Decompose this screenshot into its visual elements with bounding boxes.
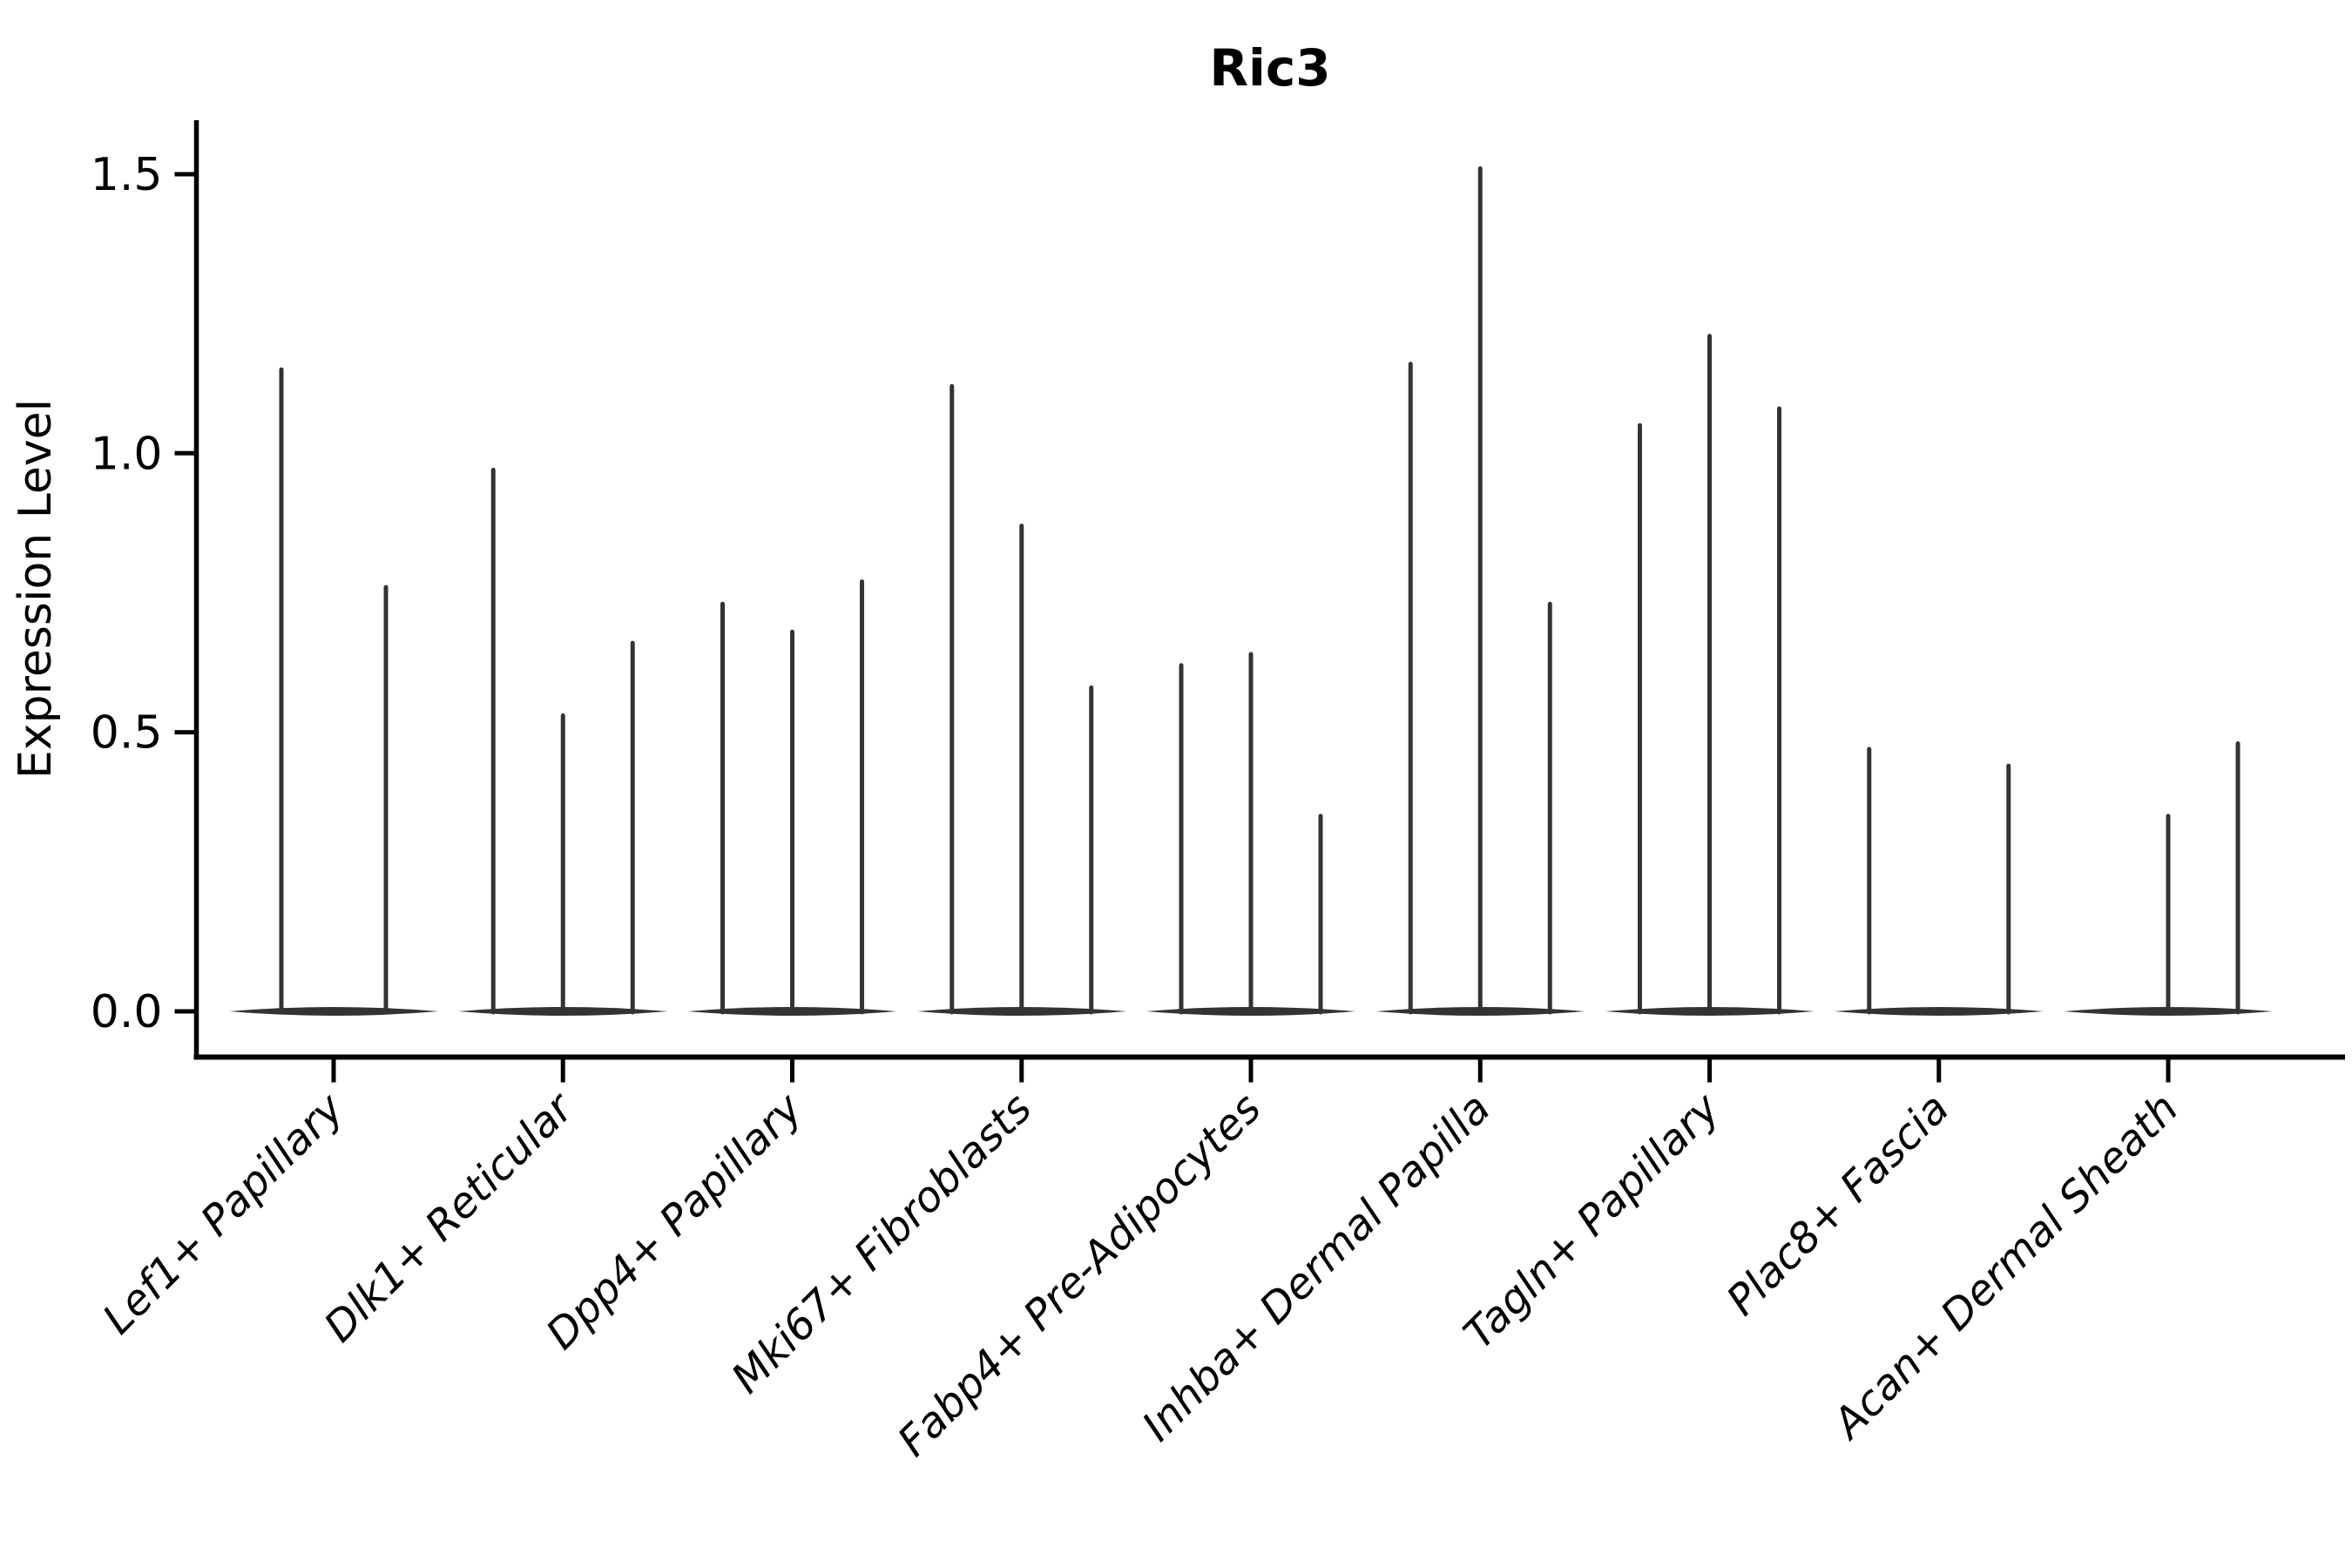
x-tick-label: Fabp4+ Pre-Adipocytes [889, 1084, 1271, 1466]
violin-2 [458, 468, 668, 1016]
violin-3 [687, 579, 897, 1016]
violin-body [1834, 1007, 2044, 1016]
y-tick-label: 0.5 [91, 707, 163, 760]
y-tick-label: 1.5 [91, 149, 163, 201]
violin-1 [229, 367, 438, 1016]
violin-7 [1605, 334, 1815, 1016]
violin-4 [916, 383, 1126, 1016]
axes-group [174, 120, 2345, 1083]
violin-8 [1834, 747, 2044, 1016]
chart-title: Ric3 [1209, 38, 1330, 98]
x-tick-label: Dpp4+ Papillary [537, 1084, 812, 1359]
violin-5 [1146, 652, 1355, 1016]
x-tick-label: Lef1+ Papillary [93, 1084, 354, 1344]
x-tick-label: Tagln+ Papillary [1455, 1084, 1730, 1359]
y-tick-label: 1.0 [91, 428, 163, 480]
violin-6 [1375, 166, 1585, 1016]
x-tick-label: Dlk1+ Reticular [315, 1082, 585, 1352]
x-tick-label: Plac8+ Fascia [1718, 1084, 1959, 1325]
y-axis-label: Expression Level [10, 399, 62, 779]
y-tick-label: 0.0 [91, 986, 163, 1038]
violins-group [229, 166, 2273, 1016]
y-tick-labels: 0.0 0.5 1.0 1.5 [91, 149, 163, 1038]
violin-9 [2064, 740, 2273, 1016]
violin-body [229, 1007, 438, 1016]
